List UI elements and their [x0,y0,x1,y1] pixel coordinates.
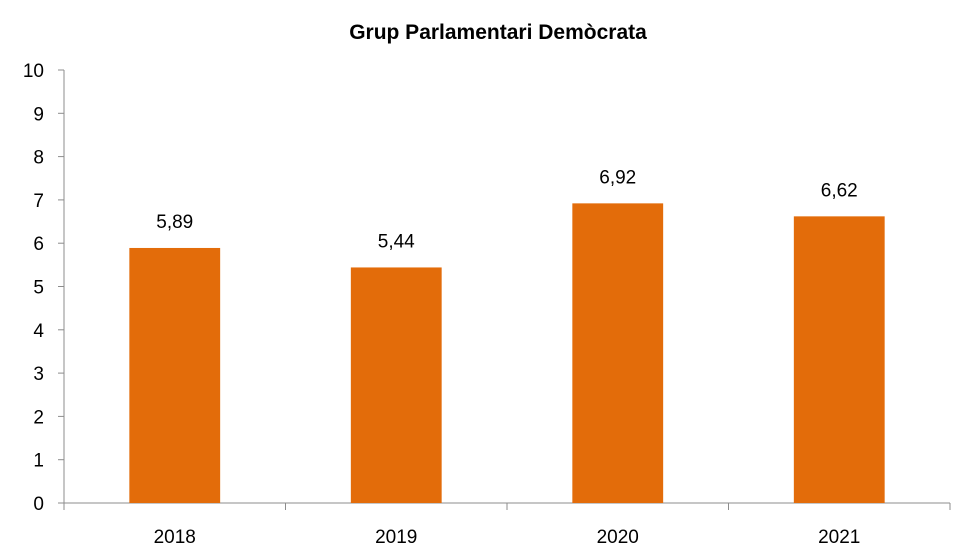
data-label-2021: 6,62 [821,180,858,201]
data-label-2018: 5,89 [156,212,193,233]
y-tick-label: 0 [33,494,44,515]
data-label-2020: 6,92 [599,167,636,188]
y-tick-label: 9 [33,104,44,125]
data-label-2019: 5,44 [378,231,415,252]
x-tick-label: 2021 [818,527,860,548]
y-tick-label: 2 [33,407,44,428]
chart-title: Grup Parlamentari Demòcrata [349,21,647,44]
y-tick-label: 7 [33,191,44,212]
y-tick-label: 3 [33,364,44,385]
bar-2019 [350,267,442,503]
bar-2018 [129,247,221,503]
data-labels: 5,89 5,44 6,92 6,62 [156,167,857,252]
y-tick-label: 10 [23,61,44,82]
y-tick-label: 4 [33,321,44,342]
y-tick-label: 6 [33,234,44,255]
y-tick-label: 1 [33,451,44,472]
x-axis: 2018 2019 2020 2021 [63,502,951,548]
y-tick-label: 8 [33,148,44,169]
x-tick-label: 2019 [375,527,417,548]
x-tick-label: 2020 [597,527,639,548]
bars [129,203,885,503]
bar-2020 [572,203,664,503]
y-tick-label: 5 [33,278,44,299]
y-axis: 0 1 2 3 4 5 6 7 8 9 10 [23,61,65,515]
x-tick-label: 2018 [154,527,196,548]
bar-2021 [793,216,885,503]
